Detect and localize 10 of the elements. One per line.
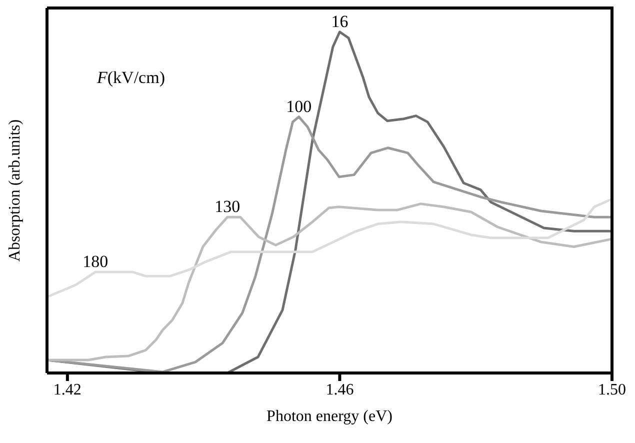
x-tick-label: 1.42 [53, 381, 82, 398]
x-axis-title: Photon energy (eV) [266, 408, 392, 425]
series-label: 130 [214, 197, 240, 216]
x-tick-label: 1.46 [326, 381, 354, 398]
x-tick-label: 1.50 [598, 381, 626, 398]
series-label: 100 [286, 96, 312, 116]
series-label: 180 [82, 252, 108, 272]
legend-title: F(kV/cm) [96, 68, 165, 87]
y-axis-title: Absorption (arb.units) [6, 119, 24, 262]
series-label: 16 [331, 12, 348, 31]
